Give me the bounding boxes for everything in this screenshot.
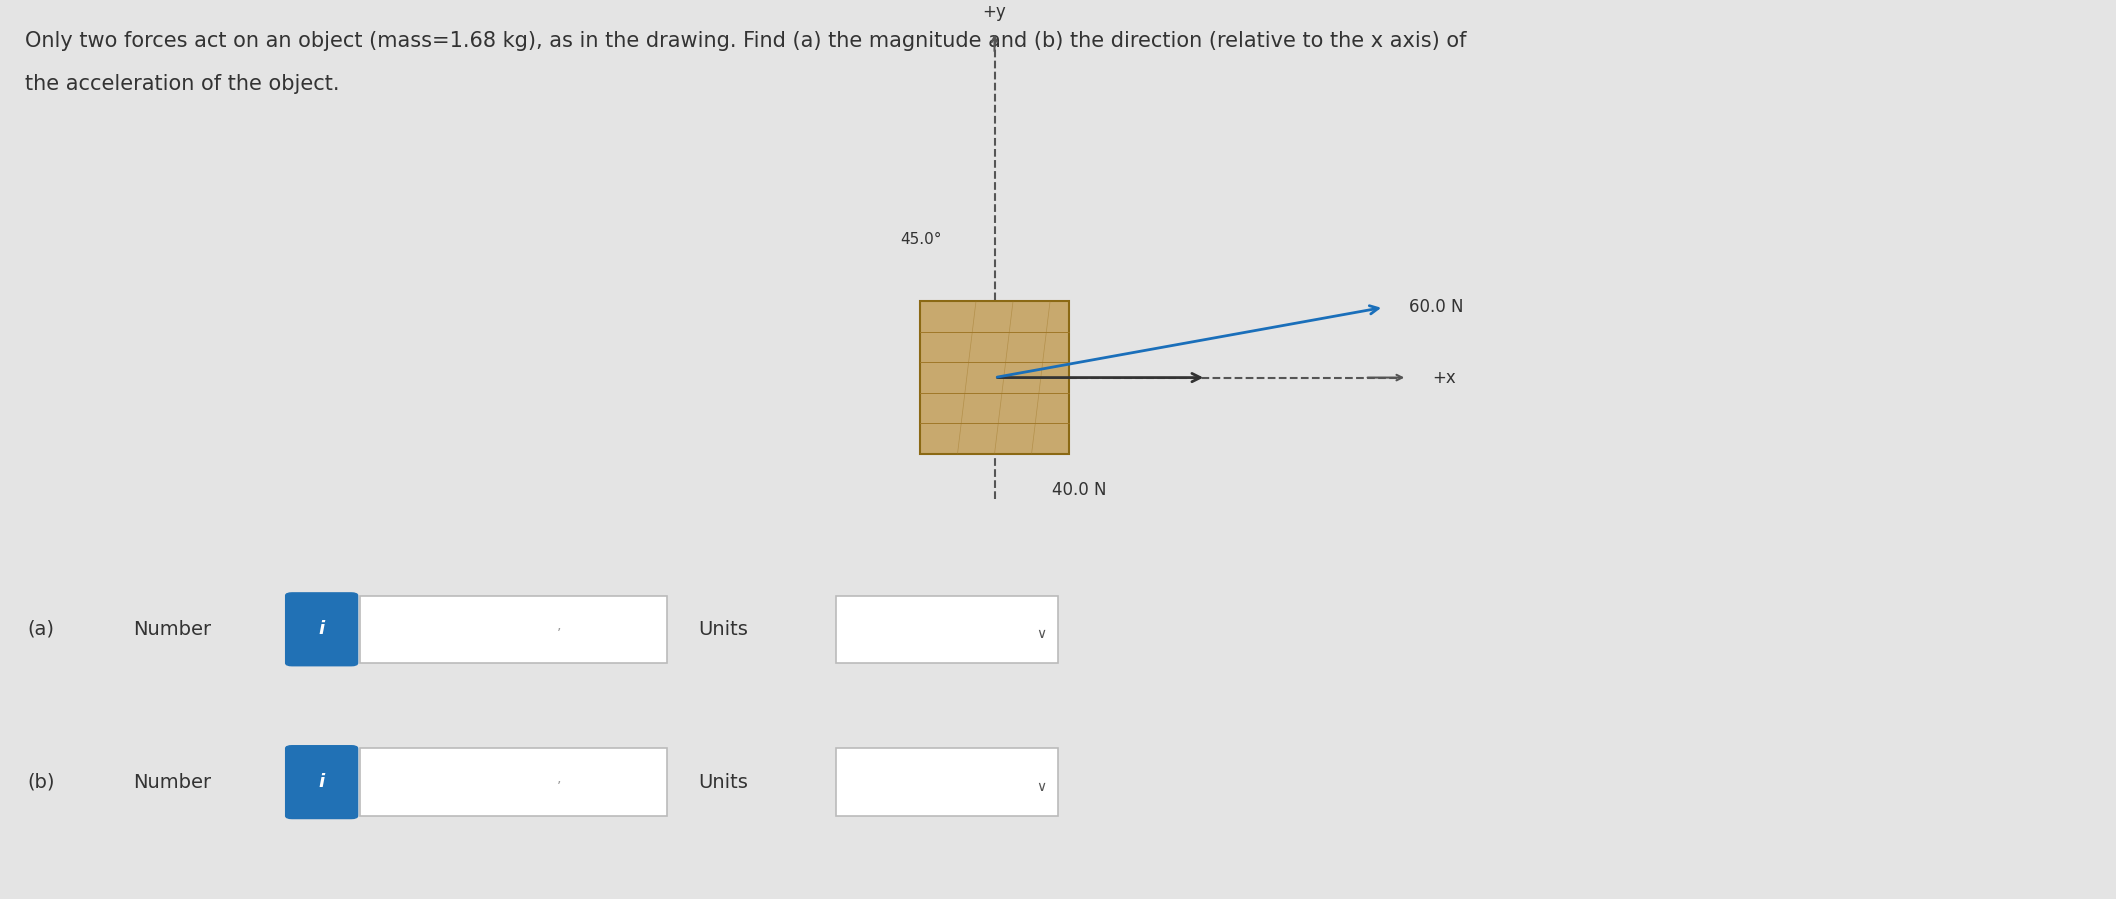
Text: Only two forces act on an object (mass=1.68 kg), as in the drawing. Find (a) the: Only two forces act on an object (mass=1… bbox=[25, 31, 1466, 51]
Text: Number: Number bbox=[133, 772, 212, 792]
Text: ’: ’ bbox=[557, 779, 561, 794]
Text: Units: Units bbox=[698, 619, 749, 639]
Bar bbox=[836, 748, 1058, 816]
Text: the acceleration of the object.: the acceleration of the object. bbox=[25, 74, 341, 93]
Text: 45.0°: 45.0° bbox=[899, 232, 942, 247]
Text: ’: ’ bbox=[557, 627, 561, 641]
Text: i: i bbox=[320, 620, 324, 638]
Text: Number: Number bbox=[133, 619, 212, 639]
Text: Units: Units bbox=[698, 772, 749, 792]
Text: 60.0 N: 60.0 N bbox=[1409, 298, 1464, 316]
Bar bbox=[360, 595, 667, 663]
Bar bbox=[360, 748, 667, 816]
FancyBboxPatch shape bbox=[286, 593, 358, 665]
Text: (b): (b) bbox=[28, 772, 55, 792]
Text: ∨: ∨ bbox=[1037, 627, 1045, 641]
Text: +x: +x bbox=[1433, 369, 1456, 387]
Text: 40.0 N: 40.0 N bbox=[1052, 481, 1107, 499]
Text: (a): (a) bbox=[28, 619, 55, 639]
Bar bbox=[920, 301, 1069, 454]
Bar bbox=[836, 595, 1058, 663]
FancyBboxPatch shape bbox=[286, 746, 358, 818]
Text: +y: +y bbox=[982, 3, 1007, 21]
Text: ∨: ∨ bbox=[1037, 779, 1045, 794]
Text: i: i bbox=[320, 773, 324, 791]
